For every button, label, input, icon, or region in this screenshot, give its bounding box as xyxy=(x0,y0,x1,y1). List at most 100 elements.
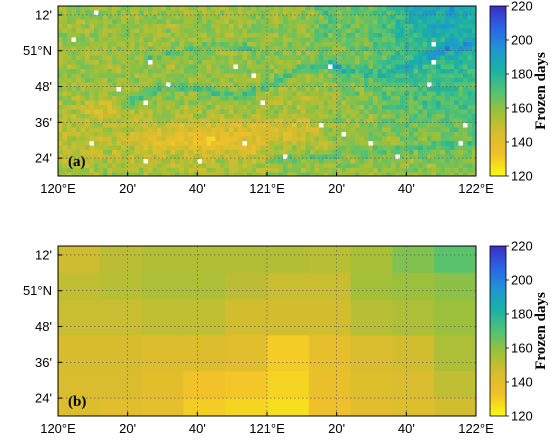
heatmap-cell xyxy=(274,78,279,83)
heatmap-cell xyxy=(472,96,476,101)
heatmap-cell xyxy=(220,33,225,38)
heatmap-cell xyxy=(368,136,374,142)
heatmap-cell xyxy=(170,127,176,133)
heatmap-cell xyxy=(99,371,143,399)
heatmap-cell xyxy=(225,371,268,399)
heatmap-cell xyxy=(319,100,324,106)
heatmap-cell xyxy=(337,6,342,11)
heatmap-cell xyxy=(148,24,153,29)
heatmap-cell xyxy=(166,145,171,151)
heatmap-cell xyxy=(76,46,81,52)
heatmap-cell xyxy=(175,69,180,74)
heatmap-cell xyxy=(62,141,68,146)
heatmap-cell xyxy=(364,37,369,43)
heatmap-cell xyxy=(463,123,468,128)
heatmap-cell xyxy=(215,82,221,88)
heatmap-cell xyxy=(265,114,270,119)
heatmap-cell xyxy=(157,109,162,115)
heatmap-cell xyxy=(256,69,261,74)
heatmap-cell xyxy=(278,10,284,16)
heatmap-cell xyxy=(296,10,302,16)
heatmap-cell xyxy=(85,33,90,38)
heatmap-cell xyxy=(314,15,320,20)
heatmap-cell xyxy=(409,28,414,34)
heatmap-cell xyxy=(386,91,392,97)
heatmap-cell xyxy=(67,163,72,169)
heatmap-cell xyxy=(98,168,104,173)
heatmap-cell xyxy=(215,118,221,124)
heatmap-cell xyxy=(98,64,104,70)
heatmap-cell xyxy=(143,46,149,52)
heatmap-cell xyxy=(85,73,90,79)
heatmap-cell xyxy=(283,10,288,16)
heatmap-cell xyxy=(472,168,476,173)
panel-a-colorbar-bar xyxy=(489,5,507,177)
heatmap-cell xyxy=(233,132,239,137)
heatmap-cell xyxy=(161,37,167,43)
heatmap-cell xyxy=(274,19,279,25)
heatmap-cell xyxy=(58,91,63,97)
heatmap-cell xyxy=(454,118,459,124)
heatmap-cell xyxy=(472,87,476,92)
heatmap-cell xyxy=(377,69,383,74)
heatmap-cell xyxy=(193,37,198,43)
heatmap-cell xyxy=(152,69,158,74)
heatmap-cell xyxy=(292,141,297,146)
heatmap-cell xyxy=(193,109,198,115)
heatmap-cell xyxy=(449,69,455,74)
heatmap-cell xyxy=(175,6,180,11)
heatmap-cell xyxy=(166,82,171,88)
heatmap-cell xyxy=(314,159,320,164)
heatmap-cell xyxy=(445,33,450,38)
heatmap-cell xyxy=(67,109,72,115)
heatmap-cell xyxy=(130,15,135,20)
heatmap-cell xyxy=(305,51,311,56)
heatmap-cell xyxy=(458,123,464,128)
heatmap-cell xyxy=(161,6,167,11)
heatmap-cell xyxy=(274,96,279,101)
heatmap-cell xyxy=(76,78,81,83)
heatmap-cell xyxy=(368,28,374,34)
heatmap-cell xyxy=(224,24,230,29)
heatmap-cell xyxy=(229,37,234,43)
heatmap-cell xyxy=(472,109,476,115)
heatmap-cell xyxy=(166,136,171,142)
heatmap-cell xyxy=(143,6,149,11)
heatmap-cell xyxy=(427,51,432,56)
heatmap-cell xyxy=(161,123,167,128)
heatmap-cell xyxy=(278,87,284,92)
heatmap-cell xyxy=(256,168,261,173)
heatmap-cell xyxy=(301,87,306,92)
heatmap-cell xyxy=(328,118,333,124)
heatmap-cell xyxy=(359,91,365,97)
heatmap-cell xyxy=(247,6,252,11)
heatmap-cell xyxy=(157,19,162,25)
heatmap-cell xyxy=(256,96,261,101)
heatmap-cell xyxy=(170,168,176,173)
heatmap-cell xyxy=(382,127,387,133)
heatmap-cell xyxy=(215,15,221,20)
heatmap-cell xyxy=(152,91,158,97)
heatmap-cell xyxy=(197,100,203,106)
heatmap-cell xyxy=(103,51,108,56)
heatmap-cell xyxy=(454,78,459,83)
heatmap-cell xyxy=(139,127,144,133)
heatmap-cell xyxy=(98,6,104,11)
heatmap-cell xyxy=(238,6,243,11)
heatmap-cell xyxy=(301,60,306,65)
heatmap-cell xyxy=(463,132,468,137)
heatmap-cell xyxy=(436,15,441,20)
heatmap-cell xyxy=(328,73,333,79)
y-tick-label: 36' xyxy=(35,115,52,130)
heatmap-cell xyxy=(445,132,450,137)
heatmap-cell xyxy=(193,28,198,34)
heatmap-cell xyxy=(458,114,464,119)
y-tick-label: 24' xyxy=(35,391,52,406)
heatmap-cell xyxy=(328,105,333,110)
heatmap-cell xyxy=(238,55,243,61)
heatmap-cell xyxy=(188,141,194,146)
heatmap-cell xyxy=(332,168,338,173)
heatmap-cell xyxy=(112,123,117,128)
heatmap-cell xyxy=(314,145,320,151)
heatmap-cell xyxy=(130,141,135,146)
